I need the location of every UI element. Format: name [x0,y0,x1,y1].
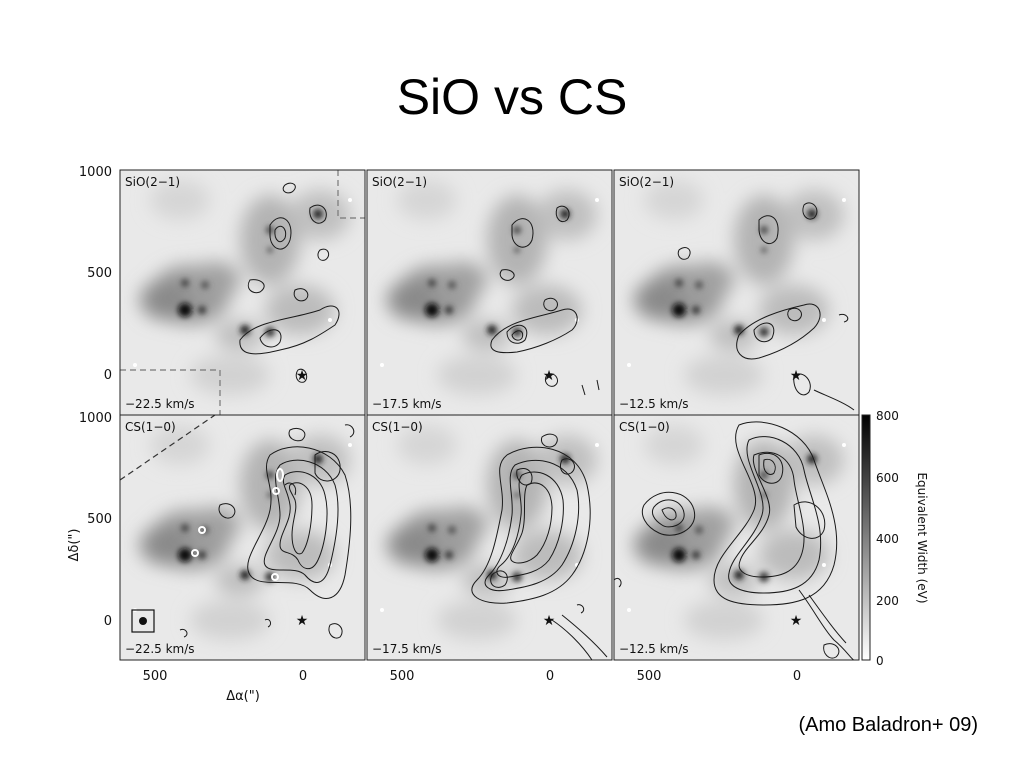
panel-sio-12-5: ★ SiO(2−1) −12.5 km/s [613,169,860,416]
colorbar-tick: 600 [876,471,899,485]
colorbar-title: Equivalent Width (eV) [915,472,929,603]
x-axis: 500 0 500 0 500 0 [143,669,802,684]
panel-sio-22-5: ★ SiO(2−1) −22.5 km/s [119,169,366,416]
figure-canvas: ★ SiO(2−1) −22.5 km/s [67,165,929,704]
x-tick-label: 500 [637,669,662,684]
colorbar-tick: 0 [876,654,884,668]
citation: (Amo Baladron+ 09) [798,714,978,736]
velocity-label: −12.5 km/s [619,642,689,656]
panel-label: CS(1−0) [125,420,176,434]
figure-sio-cs-maps: ★ SiO(2−1) −22.5 km/s [60,150,940,710]
y-tick-label: 1000 [79,411,112,426]
y-tick-label: 500 [87,266,112,281]
panel-cs-22-5: ★ CS(1−0) −22.5 km/s [119,414,366,661]
y-axis-bottom: 1000 500 0 [79,411,112,629]
x-tick-label: 500 [390,669,415,684]
panel-label: CS(1−0) [619,420,670,434]
y-tick-label: 500 [87,512,112,527]
panel-sio-17-5: ★ SiO(2−1) −17.5 km/s [366,169,613,416]
velocity-label: −17.5 km/s [372,642,442,656]
beam-box [131,609,155,633]
x-axis-title: Δα(") [226,689,260,704]
y-axis-title: Δδ(") [67,529,82,562]
panel-cs-12-5: ★ CS(1−0) −12.5 km/s [613,414,860,661]
x-tick-label: 500 [143,669,168,684]
x-tick-label: 0 [546,669,554,684]
colorbar-tick: 200 [876,594,899,608]
velocity-label: −12.5 km/s [619,397,689,411]
panel-label: SiO(2−1) [619,175,674,189]
colorbar: 800 600 400 200 0 Equivalent Width (eV) [861,409,929,668]
beam-marker [139,617,147,625]
velocity-label: −17.5 km/s [372,397,442,411]
y-tick-label: 1000 [79,165,112,180]
y-axis-top: 1000 500 0 [79,165,112,383]
panel-cs-17-5: ★ CS(1−0) −17.5 km/s [366,414,613,661]
colorbar-tick: 400 [876,532,899,546]
y-tick-label: 0 [104,614,112,629]
panel-label: SiO(2−1) [372,175,427,189]
star-icon: ★ [543,612,556,628]
panel-label: SiO(2−1) [125,175,180,189]
star-icon: ★ [790,612,803,628]
x-tick-label: 0 [793,669,801,684]
star-icon: ★ [296,367,309,383]
star-icon: ★ [790,367,803,383]
star-icon: ★ [543,367,556,383]
x-tick-label: 0 [299,669,307,684]
panel-label: CS(1−0) [372,420,423,434]
y-tick-label: 0 [104,368,112,383]
velocity-label: −22.5 km/s [125,397,195,411]
slide-title: SiO vs CS [396,69,628,125]
colorbar-tick: 800 [876,409,899,423]
velocity-label: −22.5 km/s [125,642,195,656]
star-icon: ★ [296,612,309,628]
